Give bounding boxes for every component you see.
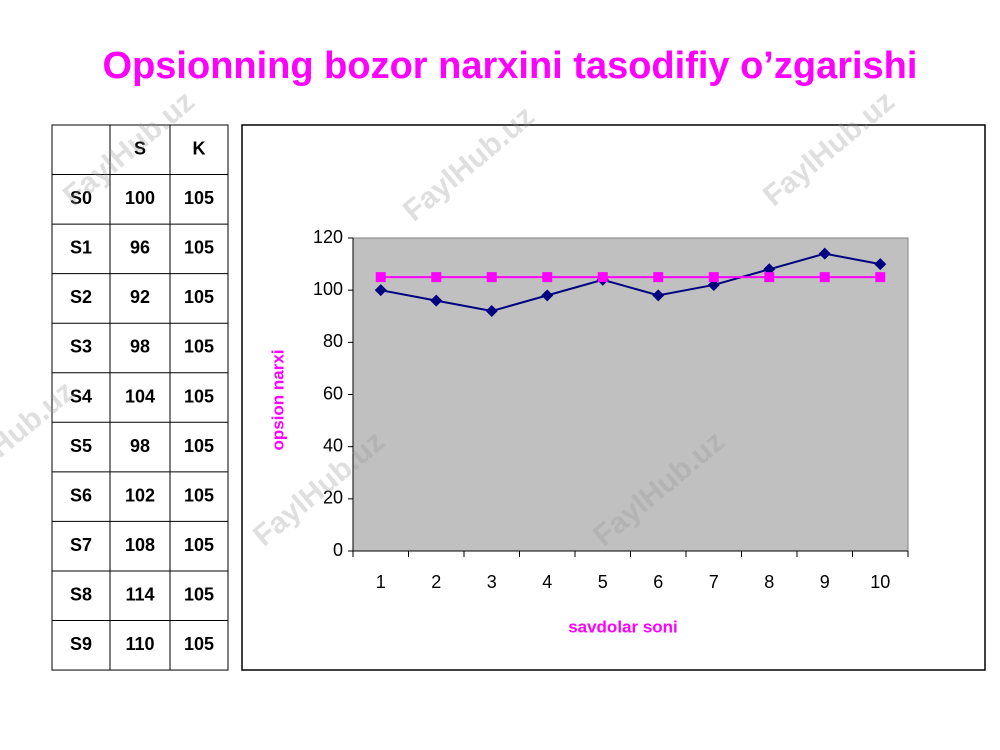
point-marker (486, 272, 497, 283)
point-marker (374, 284, 387, 297)
point-marker (764, 272, 775, 283)
table-cell: 105 (184, 337, 214, 357)
table-cell: 104 (125, 386, 155, 406)
y-tick-label: 60 (323, 383, 343, 403)
table-cell: S1 (70, 238, 92, 258)
table-cell: S6 (70, 485, 92, 505)
x-tick-label: 6 (653, 572, 663, 592)
x-tick-label: 9 (820, 572, 830, 592)
y-tick-label: 0 (333, 540, 343, 560)
table-cell: S3 (70, 337, 92, 357)
table-header: S (134, 139, 146, 159)
table-cell: 100 (125, 188, 155, 208)
point-marker (430, 294, 443, 307)
x-axis-label: savdolar soni (568, 617, 678, 636)
point-marker (597, 272, 608, 283)
x-tick-label: 2 (431, 572, 441, 592)
table-cell: S4 (70, 386, 92, 406)
x-tick-label: 1 (376, 572, 386, 592)
y-tick-label: 20 (323, 488, 343, 508)
y-tick-label: 40 (323, 435, 343, 455)
table-cell: 105 (184, 535, 214, 555)
table-cell: 102 (125, 485, 155, 505)
x-tick-label: 7 (709, 572, 719, 592)
point-marker (541, 289, 554, 302)
table-cell: 108 (125, 535, 155, 555)
table-cell: 105 (184, 238, 214, 258)
watermark: FaylHub.uz (757, 85, 901, 213)
table-cell: 96 (130, 238, 150, 258)
slide-title: Opsionning bozor narxini tasodifiy o’zga… (103, 45, 918, 87)
point-marker (652, 289, 665, 302)
table-cell: 105 (184, 386, 214, 406)
point-marker (653, 272, 664, 283)
table-cell: 105 (184, 287, 214, 307)
y-tick-label: 120 (313, 227, 343, 247)
table-cell: S0 (70, 188, 92, 208)
table-cell: 105 (184, 436, 214, 456)
table-cell: 98 (130, 337, 150, 357)
table-cell: S5 (70, 436, 92, 456)
table-cell: 105 (184, 485, 214, 505)
point-marker (485, 305, 498, 318)
point-marker (542, 272, 553, 283)
table-cell: S8 (70, 584, 92, 604)
table-cell: 92 (130, 287, 150, 307)
series-line (380, 252, 881, 313)
y-tick-label: 100 (313, 279, 343, 299)
point-marker (874, 258, 887, 271)
point-marker (375, 272, 386, 283)
table-cell: S9 (70, 634, 92, 654)
table-border (51, 124, 229, 671)
x-tick-label: 10 (870, 572, 890, 592)
x-tick-label: 5 (598, 572, 608, 592)
table-cell: 105 (184, 584, 214, 604)
point-marker (818, 247, 831, 260)
point-marker (875, 272, 886, 283)
table-cell: S7 (70, 535, 92, 555)
table-cell: 105 (184, 188, 214, 208)
table-cell: 110 (125, 634, 154, 654)
chart-frame (241, 124, 986, 671)
watermark: FaylHub.uz (397, 100, 541, 228)
x-tick-label: 3 (487, 572, 497, 592)
x-tick-label: 8 (764, 572, 774, 592)
point-marker (431, 272, 442, 283)
x-tick-label: 4 (542, 572, 552, 592)
table-cell: 114 (125, 584, 154, 604)
table-cell: 98 (130, 436, 150, 456)
y-axis-label: opsion narxi (268, 349, 287, 450)
y-tick-label: 80 (323, 331, 343, 351)
point-marker (819, 272, 830, 283)
watermark: FaylHub.uz (0, 375, 81, 503)
table-cell: 105 (184, 634, 214, 654)
point-marker (708, 272, 719, 283)
table-header: K (193, 139, 206, 159)
table-cell: S2 (70, 287, 92, 307)
